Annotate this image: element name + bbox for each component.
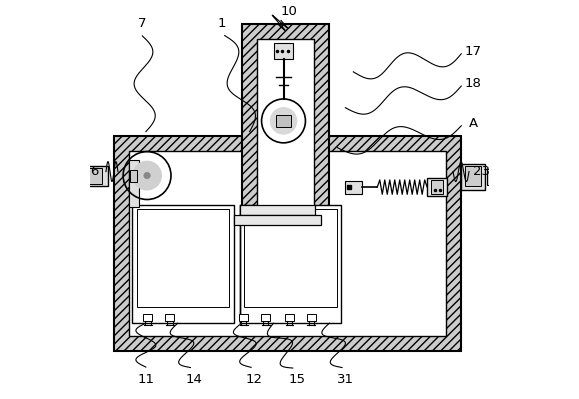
- Bar: [285, 314, 294, 321]
- Text: 18: 18: [464, 77, 482, 90]
- Bar: [130, 170, 137, 182]
- Text: 6: 6: [90, 165, 98, 178]
- Bar: [256, 39, 314, 216]
- Bar: [345, 181, 362, 194]
- Bar: [129, 151, 446, 336]
- Text: A: A: [468, 117, 478, 130]
- Text: 15: 15: [289, 373, 306, 385]
- Bar: [273, 43, 294, 59]
- Bar: [241, 24, 329, 231]
- Text: 1: 1: [218, 18, 226, 30]
- Text: 14: 14: [185, 373, 202, 385]
- Text: 31: 31: [337, 373, 354, 385]
- Bar: [261, 314, 270, 321]
- Text: 11: 11: [137, 373, 155, 385]
- Bar: [461, 164, 485, 190]
- Bar: [487, 169, 494, 185]
- Text: 17: 17: [464, 45, 482, 58]
- Bar: [137, 209, 229, 307]
- Text: 7: 7: [138, 18, 146, 30]
- Circle shape: [144, 172, 150, 179]
- Text: 12: 12: [245, 373, 262, 385]
- Bar: [84, 166, 108, 186]
- Circle shape: [133, 161, 162, 190]
- Bar: [129, 160, 139, 207]
- Bar: [244, 209, 336, 307]
- Bar: [132, 205, 234, 323]
- Bar: [240, 205, 316, 215]
- Bar: [78, 168, 85, 184]
- Bar: [276, 115, 291, 127]
- Text: 23: 23: [472, 165, 489, 178]
- Bar: [234, 215, 321, 225]
- Bar: [431, 180, 443, 194]
- Bar: [114, 136, 461, 351]
- Bar: [240, 205, 342, 323]
- Bar: [84, 168, 102, 184]
- Bar: [144, 314, 152, 321]
- Bar: [239, 314, 248, 321]
- Bar: [465, 166, 481, 186]
- Circle shape: [270, 108, 296, 134]
- Text: 10: 10: [281, 6, 298, 18]
- Bar: [166, 314, 174, 321]
- Bar: [427, 178, 447, 196]
- Bar: [307, 314, 316, 321]
